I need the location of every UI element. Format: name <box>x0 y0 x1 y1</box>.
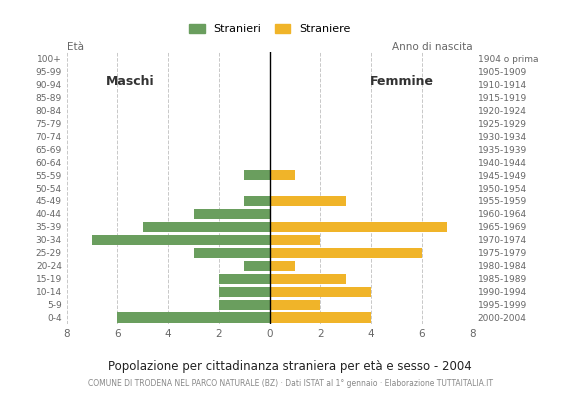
Bar <box>219 300 270 310</box>
Bar <box>244 196 270 206</box>
Bar <box>270 300 320 310</box>
Bar <box>270 170 295 180</box>
Bar <box>270 286 371 297</box>
Bar <box>270 235 320 245</box>
Bar <box>219 274 270 284</box>
Text: Età: Età <box>67 42 84 52</box>
Bar <box>244 261 270 271</box>
Bar <box>219 286 270 297</box>
Bar <box>270 196 346 206</box>
Bar <box>244 170 270 180</box>
Bar <box>270 274 346 284</box>
Bar <box>92 235 270 245</box>
Bar <box>270 248 422 258</box>
Text: COMUNE DI TRODENA NEL PARCO NATURALE (BZ) · Dati ISTAT al 1° gennaio · Elaborazi: COMUNE DI TRODENA NEL PARCO NATURALE (BZ… <box>88 379 492 388</box>
Text: Maschi: Maschi <box>106 75 154 88</box>
Bar <box>194 209 270 219</box>
Text: Femmine: Femmine <box>369 75 434 88</box>
Bar <box>143 222 270 232</box>
Bar <box>117 312 270 322</box>
Bar <box>270 261 295 271</box>
Text: Popolazione per cittadinanza straniera per età e sesso - 2004: Popolazione per cittadinanza straniera p… <box>108 360 472 373</box>
Legend: Stranieri, Straniere: Stranieri, Straniere <box>184 20 355 39</box>
Bar <box>194 248 270 258</box>
Bar <box>270 222 447 232</box>
Text: Anno di nascita: Anno di nascita <box>392 42 473 52</box>
Bar <box>270 312 371 322</box>
